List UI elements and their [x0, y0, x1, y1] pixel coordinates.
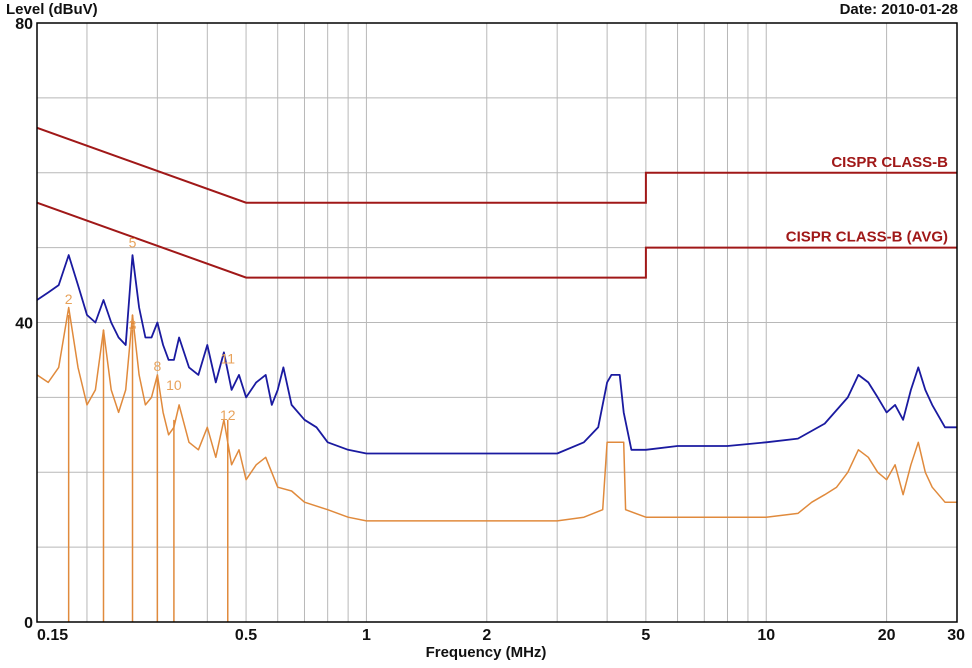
- limit-line: [36, 201, 957, 279]
- y-axis-title: Level (dBuV): [6, 1, 98, 18]
- markers: 2 5 3 8 10 11 12: [65, 235, 236, 423]
- x-tick-label: 0.15: [37, 627, 68, 644]
- x-tick-label: 2: [482, 627, 491, 644]
- series-traces: [36, 254, 957, 522]
- limit-label: CISPR CLASS-B: [831, 154, 948, 171]
- marker-lines: [67, 315, 229, 622]
- limit-label: CISPR CLASS-B (AVG): [786, 229, 948, 246]
- limit-labels: CISPR CLASS-B CISPR CLASS-B (AVG): [786, 154, 948, 246]
- marker-label: 11: [220, 351, 235, 367]
- x-tick-label: 1: [362, 627, 371, 644]
- plot-frame: [36, 22, 958, 623]
- y-tick-label: 40: [15, 316, 33, 333]
- x-tick-label: 30: [947, 627, 965, 644]
- x-tick-label: 10: [757, 627, 775, 644]
- x-tick-label: 0.5: [235, 627, 257, 644]
- date-label: Date: 2010-01-28: [839, 1, 958, 18]
- marker-label: 10: [166, 377, 182, 393]
- peak-trace: [36, 254, 957, 455]
- x-axis-title: Frequency (MHz): [425, 644, 547, 661]
- marker-label: 8: [153, 358, 161, 374]
- y-tick-label: 80: [15, 16, 33, 33]
- average-trace: [36, 306, 957, 522]
- y-tick-label: 0: [24, 615, 33, 632]
- marker-label: 2: [65, 291, 73, 307]
- marker-label: 12: [220, 407, 236, 423]
- x-tick-label: 5: [641, 627, 650, 644]
- grid: [37, 23, 958, 622]
- marker-label: 5: [129, 235, 137, 251]
- limit-lines: [36, 126, 957, 279]
- marker-label: 3: [129, 317, 137, 333]
- limit-line: [36, 126, 957, 204]
- x-tick-label: 20: [878, 627, 896, 644]
